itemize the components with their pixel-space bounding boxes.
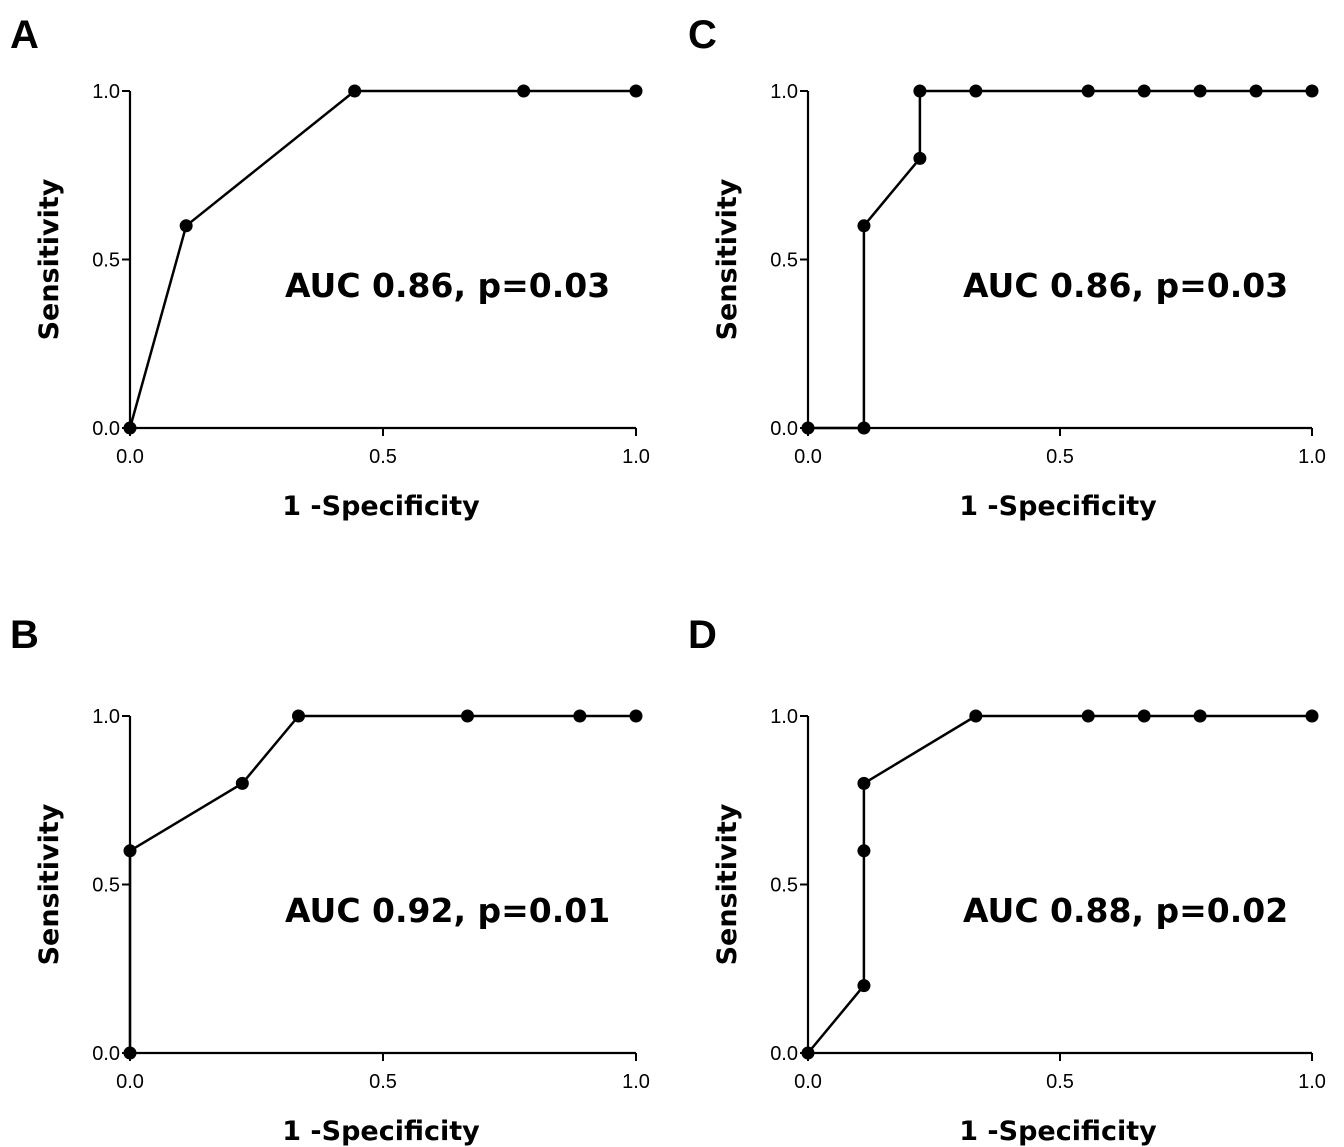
y-tick-label: 1.0 [770,81,798,103]
y-tick-label: 0.5 [770,875,798,897]
y-tick-label: 0.0 [770,418,798,440]
roc-point [348,84,362,98]
roc-point [235,776,249,790]
auc-annotation: AUC 0.86, p=0.03 [963,266,1288,305]
y-axis-title: Sensitivity [34,803,65,965]
roc-panel-b: B 0.0 0.5 1.0 0.0 0.5 1.0 1 -Specificity Sensiti… [10,613,650,1147]
x-tick-label: 0.0 [116,446,144,468]
roc-point [123,421,137,435]
auc-annotation: AUC 0.88, p=0.02 [963,891,1288,930]
x-tick-label: 0.5 [369,1071,397,1093]
y-tick-label: 0.5 [92,875,120,897]
roc-point [969,709,983,723]
roc-point [1081,709,1095,723]
roc-point [801,1046,815,1060]
roc-panel-d: D 0.0 0.5 1.0 0.0 0.5 1.0 1 -Specificity Sensiti… [688,613,1326,1147]
roc-point [123,1046,137,1060]
roc-panel-c: C 0.0 0.5 1.0 0.0 0.5 1.0 1 -Specificity Sensiti… [688,13,1326,522]
panel-letter: C [688,13,717,57]
roc-curve-line [808,89,1312,430]
roc-point [629,709,643,723]
panel-letter: A [10,13,39,57]
roc-point [1081,84,1095,98]
roc-point [1137,84,1151,98]
roc-point [1249,84,1263,98]
x-axis-title: 1 -Specificity [959,1116,1157,1147]
roc-point [857,776,871,790]
roc-point [179,219,193,233]
y-axis-title: Sensitivity [34,178,65,340]
x-tick-label: 0.0 [116,1071,144,1093]
y-tick-label: 1.0 [92,81,120,103]
x-tick-label: 0.5 [369,446,397,468]
x-tick-label: 0.5 [1046,446,1074,468]
y-tick-label: 0.0 [92,418,120,440]
y-tick-label: 0.5 [770,250,798,272]
x-tick-label: 1.0 [622,1071,650,1093]
roc-point [1193,84,1207,98]
roc-curve-line [128,714,636,1053]
roc-point [123,844,137,858]
roc-point [857,421,871,435]
roc-panel-a: A 0.0 0.5 1.0 0.0 0.5 1.0 1 -Specificity Sensiti… [10,13,650,522]
x-tick-label: 0.0 [794,446,822,468]
panel-letter: D [688,613,717,657]
roc-point [1305,84,1319,98]
x-tick-label: 1.0 [1298,1071,1326,1093]
auc-annotation: AUC 0.92, p=0.01 [285,891,610,930]
x-axis-title: 1 -Specificity [959,491,1157,522]
roc-curve-line [128,89,636,429]
x-tick-label: 1.0 [622,446,650,468]
roc-point [969,84,983,98]
roc-point [913,151,927,165]
roc-point [291,709,305,723]
roc-point [517,84,531,98]
y-tick-label: 1.0 [92,706,120,728]
x-tick-label: 1.0 [1298,446,1326,468]
panel-letter: B [10,613,39,657]
x-tick-label: 0.5 [1046,1071,1074,1093]
y-axis-title: Sensitivity [712,178,743,340]
roc-point [857,219,871,233]
roc-point [1193,709,1207,723]
roc-point [573,709,587,723]
roc-point [857,979,871,993]
y-tick-label: 0.0 [92,1043,120,1065]
y-tick-label: 0.5 [92,250,120,272]
roc-point [857,844,871,858]
roc-point [629,84,643,98]
y-tick-label: 1.0 [770,706,798,728]
roc-curve-line [807,714,1312,1054]
roc-point [461,709,475,723]
roc-point [801,421,815,435]
roc-point [1137,709,1151,723]
auc-annotation: AUC 0.86, p=0.03 [285,266,610,305]
x-axis-title: 1 -Specificity [282,1116,480,1147]
x-axis-title: 1 -Specificity [282,491,480,522]
roc-point [1305,709,1319,723]
y-tick-label: 0.0 [770,1043,798,1065]
y-axis-title: Sensitivity [712,803,743,965]
roc-point [913,84,927,98]
x-tick-label: 0.0 [794,1071,822,1093]
